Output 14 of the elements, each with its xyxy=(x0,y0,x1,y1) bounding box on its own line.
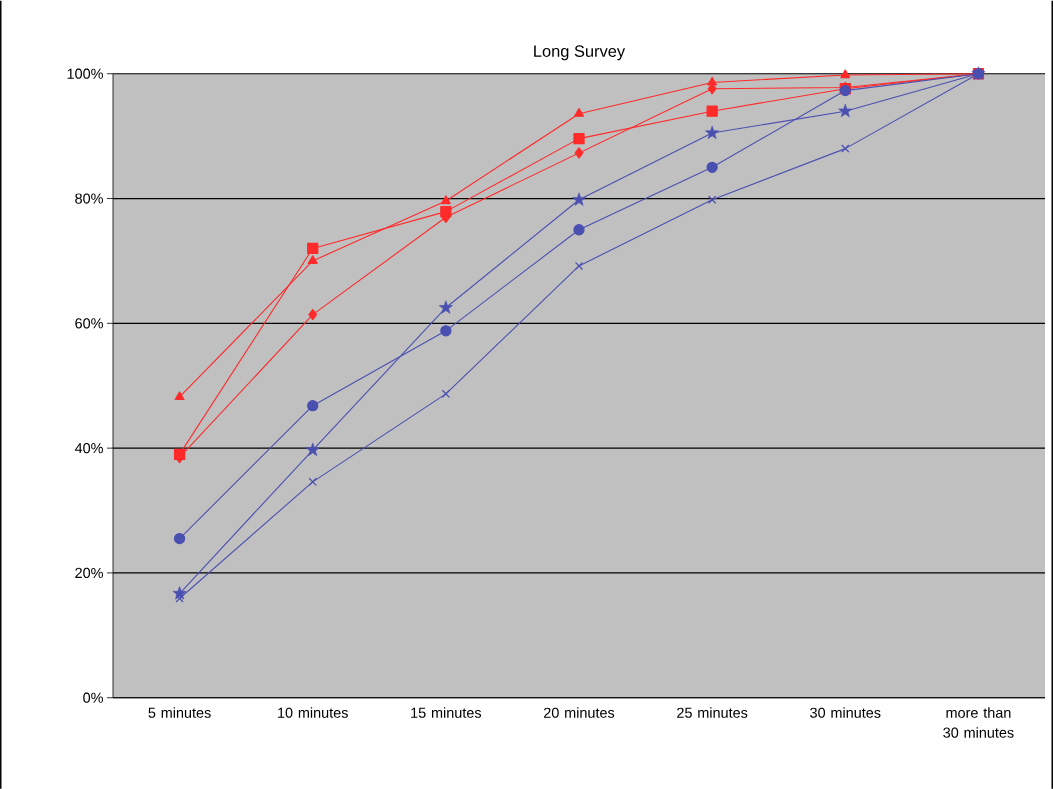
chart-title: Long Survey xyxy=(534,45,626,60)
y-tick-label: 40% xyxy=(74,442,103,454)
x-tick-label: 25 minutes xyxy=(677,707,748,718)
y-tick-label: 0% xyxy=(83,692,103,703)
x-tick-label: 5 minutes xyxy=(148,707,211,718)
x-tick-label: 30 minutes xyxy=(810,707,881,718)
y-tick-label: 60% xyxy=(75,317,103,329)
x-tick-label: 10 minutes xyxy=(278,707,348,718)
x-tick-label: 15 minutes xyxy=(411,707,482,718)
y-tick-label: 80% xyxy=(75,193,103,204)
y-tick-label: 100% xyxy=(67,68,103,79)
y-tick-label: 20% xyxy=(75,567,103,578)
x-tick-label: more than 30 minutes xyxy=(943,707,1014,738)
x-tick-label: 20 minutes xyxy=(544,707,615,718)
